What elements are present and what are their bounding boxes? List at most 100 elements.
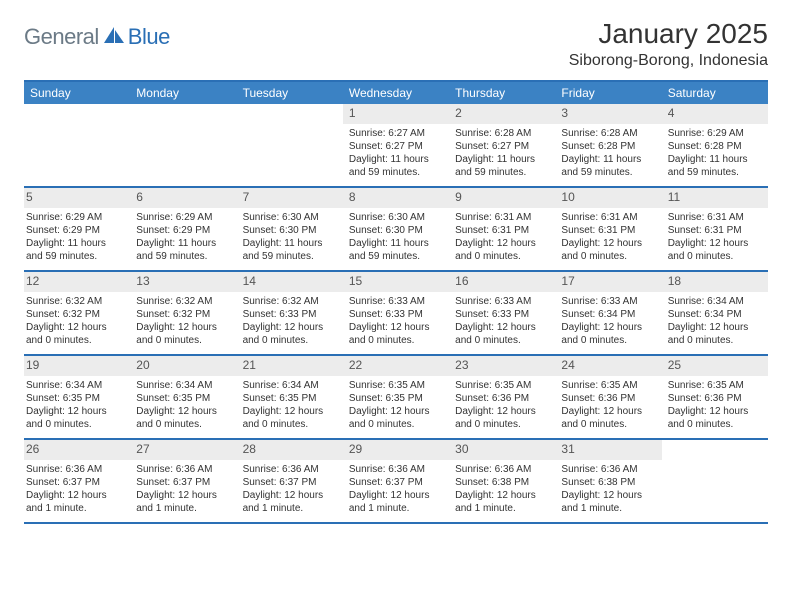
daylight-text: Daylight: 12 hours xyxy=(349,489,443,502)
day-body: Sunrise: 6:36 AMSunset: 6:38 PMDaylight:… xyxy=(449,460,555,520)
day-body: Sunrise: 6:29 AMSunset: 6:29 PMDaylight:… xyxy=(24,208,130,268)
daylight-text: and 0 minutes. xyxy=(243,418,337,431)
daylight-text: and 0 minutes. xyxy=(26,418,124,431)
daylight-text: Daylight: 11 hours xyxy=(349,153,443,166)
daylight-text: Daylight: 11 hours xyxy=(136,237,230,250)
weekday-header: Thursday xyxy=(449,82,555,104)
day-body: Sunrise: 6:36 AMSunset: 6:37 PMDaylight:… xyxy=(343,460,449,520)
day-body: Sunrise: 6:32 AMSunset: 6:32 PMDaylight:… xyxy=(130,292,236,352)
calendar-page: General Blue January 2025 Siborong-Boron… xyxy=(0,0,792,542)
sunrise-text: Sunrise: 6:34 AM xyxy=(668,295,762,308)
sunrise-text: Sunrise: 6:36 AM xyxy=(136,463,230,476)
daylight-text: and 59 minutes. xyxy=(668,166,762,179)
day-cell: 18Sunrise: 6:34 AMSunset: 6:34 PMDayligh… xyxy=(662,272,768,354)
sunset-text: Sunset: 6:28 PM xyxy=(561,140,655,153)
day-body: Sunrise: 6:32 AMSunset: 6:32 PMDaylight:… xyxy=(24,292,130,352)
daylight-text: Daylight: 12 hours xyxy=(455,405,549,418)
daylight-text: and 0 minutes. xyxy=(136,334,230,347)
daylight-text: and 0 minutes. xyxy=(455,334,549,347)
day-body: Sunrise: 6:36 AMSunset: 6:38 PMDaylight:… xyxy=(555,460,661,520)
sunset-text: Sunset: 6:35 PM xyxy=(26,392,124,405)
sunset-text: Sunset: 6:29 PM xyxy=(26,224,124,237)
day-body xyxy=(24,108,130,116)
day-number: 17 xyxy=(555,272,661,292)
logo-text-blue: Blue xyxy=(128,24,170,50)
sunset-text: Sunset: 6:33 PM xyxy=(243,308,337,321)
daylight-text: Daylight: 11 hours xyxy=(561,153,655,166)
sunset-text: Sunset: 6:38 PM xyxy=(561,476,655,489)
daylight-text: Daylight: 12 hours xyxy=(243,489,337,502)
day-number: 27 xyxy=(130,440,236,460)
logo-sail-icon xyxy=(103,26,125,49)
sunrise-text: Sunrise: 6:30 AM xyxy=(349,211,443,224)
week-row: 12Sunrise: 6:32 AMSunset: 6:32 PMDayligh… xyxy=(24,272,768,356)
day-body: Sunrise: 6:29 AMSunset: 6:28 PMDaylight:… xyxy=(662,124,768,184)
day-number: 26 xyxy=(24,440,130,460)
day-cell: 12Sunrise: 6:32 AMSunset: 6:32 PMDayligh… xyxy=(24,272,130,354)
sunset-text: Sunset: 6:33 PM xyxy=(455,308,549,321)
day-body: Sunrise: 6:28 AMSunset: 6:28 PMDaylight:… xyxy=(555,124,661,184)
day-cell: 2Sunrise: 6:28 AMSunset: 6:27 PMDaylight… xyxy=(449,104,555,186)
weekday-header: Saturday xyxy=(662,82,768,104)
day-number: 28 xyxy=(237,440,343,460)
day-body: Sunrise: 6:36 AMSunset: 6:37 PMDaylight:… xyxy=(237,460,343,520)
sunset-text: Sunset: 6:37 PM xyxy=(26,476,124,489)
sunrise-text: Sunrise: 6:36 AM xyxy=(243,463,337,476)
sunrise-text: Sunrise: 6:36 AM xyxy=(455,463,549,476)
daylight-text: Daylight: 11 hours xyxy=(349,237,443,250)
day-cell: 4Sunrise: 6:29 AMSunset: 6:28 PMDaylight… xyxy=(662,104,768,186)
daylight-text: Daylight: 12 hours xyxy=(455,237,549,250)
weekday-header-row: Sunday Monday Tuesday Wednesday Thursday… xyxy=(24,80,768,104)
sunset-text: Sunset: 6:35 PM xyxy=(243,392,337,405)
daylight-text: and 1 minute. xyxy=(136,502,230,515)
day-body: Sunrise: 6:35 AMSunset: 6:35 PMDaylight:… xyxy=(343,376,449,436)
daylight-text: and 59 minutes. xyxy=(243,250,337,263)
day-cell: 5Sunrise: 6:29 AMSunset: 6:29 PMDaylight… xyxy=(24,188,130,270)
sunset-text: Sunset: 6:35 PM xyxy=(136,392,230,405)
day-body: Sunrise: 6:36 AMSunset: 6:37 PMDaylight:… xyxy=(24,460,130,520)
sunrise-text: Sunrise: 6:27 AM xyxy=(349,127,443,140)
sunrise-text: Sunrise: 6:29 AM xyxy=(668,127,762,140)
daylight-text: Daylight: 12 hours xyxy=(243,405,337,418)
day-number: 8 xyxy=(343,188,449,208)
day-cell xyxy=(662,440,768,522)
daylight-text: and 1 minute. xyxy=(349,502,443,515)
sunrise-text: Sunrise: 6:36 AM xyxy=(26,463,124,476)
day-cell: 19Sunrise: 6:34 AMSunset: 6:35 PMDayligh… xyxy=(24,356,130,438)
sunrise-text: Sunrise: 6:33 AM xyxy=(561,295,655,308)
title-block: January 2025 Siborong-Borong, Indonesia xyxy=(569,18,768,70)
day-cell: 25Sunrise: 6:35 AMSunset: 6:36 PMDayligh… xyxy=(662,356,768,438)
daylight-text: and 0 minutes. xyxy=(26,334,124,347)
sunrise-text: Sunrise: 6:28 AM xyxy=(455,127,549,140)
daylight-text: and 1 minute. xyxy=(455,502,549,515)
day-number: 21 xyxy=(237,356,343,376)
daylight-text: and 0 minutes. xyxy=(455,250,549,263)
daylight-text: and 59 minutes. xyxy=(455,166,549,179)
day-number: 7 xyxy=(237,188,343,208)
daylight-text: and 59 minutes. xyxy=(26,250,124,263)
sunset-text: Sunset: 6:30 PM xyxy=(349,224,443,237)
weekday-header: Monday xyxy=(130,82,236,104)
day-body: Sunrise: 6:34 AMSunset: 6:35 PMDaylight:… xyxy=(237,376,343,436)
day-cell xyxy=(237,104,343,186)
day-cell: 9Sunrise: 6:31 AMSunset: 6:31 PMDaylight… xyxy=(449,188,555,270)
day-body: Sunrise: 6:34 AMSunset: 6:35 PMDaylight:… xyxy=(130,376,236,436)
day-number: 9 xyxy=(449,188,555,208)
week-row: 26Sunrise: 6:36 AMSunset: 6:37 PMDayligh… xyxy=(24,440,768,524)
day-number: 23 xyxy=(449,356,555,376)
daylight-text: Daylight: 12 hours xyxy=(26,489,124,502)
day-number: 14 xyxy=(237,272,343,292)
daylight-text: Daylight: 12 hours xyxy=(561,321,655,334)
daylight-text: and 59 minutes. xyxy=(349,250,443,263)
sunrise-text: Sunrise: 6:34 AM xyxy=(243,379,337,392)
daylight-text: Daylight: 12 hours xyxy=(243,321,337,334)
day-number: 30 xyxy=(449,440,555,460)
sunset-text: Sunset: 6:28 PM xyxy=(668,140,762,153)
daylight-text: and 0 minutes. xyxy=(243,334,337,347)
day-body xyxy=(130,108,236,116)
daylight-text: and 59 minutes. xyxy=(349,166,443,179)
sunrise-text: Sunrise: 6:30 AM xyxy=(243,211,337,224)
day-body: Sunrise: 6:33 AMSunset: 6:33 PMDaylight:… xyxy=(343,292,449,352)
day-cell: 7Sunrise: 6:30 AMSunset: 6:30 PMDaylight… xyxy=(237,188,343,270)
sunset-text: Sunset: 6:34 PM xyxy=(561,308,655,321)
